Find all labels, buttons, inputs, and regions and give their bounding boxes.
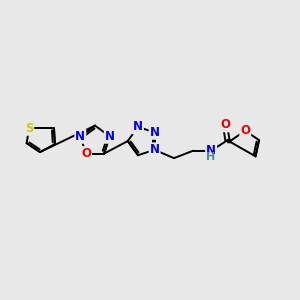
Text: O: O <box>81 147 91 160</box>
Text: N: N <box>150 126 160 139</box>
Text: N: N <box>150 143 160 156</box>
Text: N: N <box>105 130 115 143</box>
Text: N: N <box>133 120 143 134</box>
Text: O: O <box>240 124 250 137</box>
Text: N: N <box>206 144 216 157</box>
Text: N: N <box>75 130 85 143</box>
Text: H: H <box>206 152 216 162</box>
Text: O: O <box>220 118 230 131</box>
Text: S: S <box>25 122 33 135</box>
